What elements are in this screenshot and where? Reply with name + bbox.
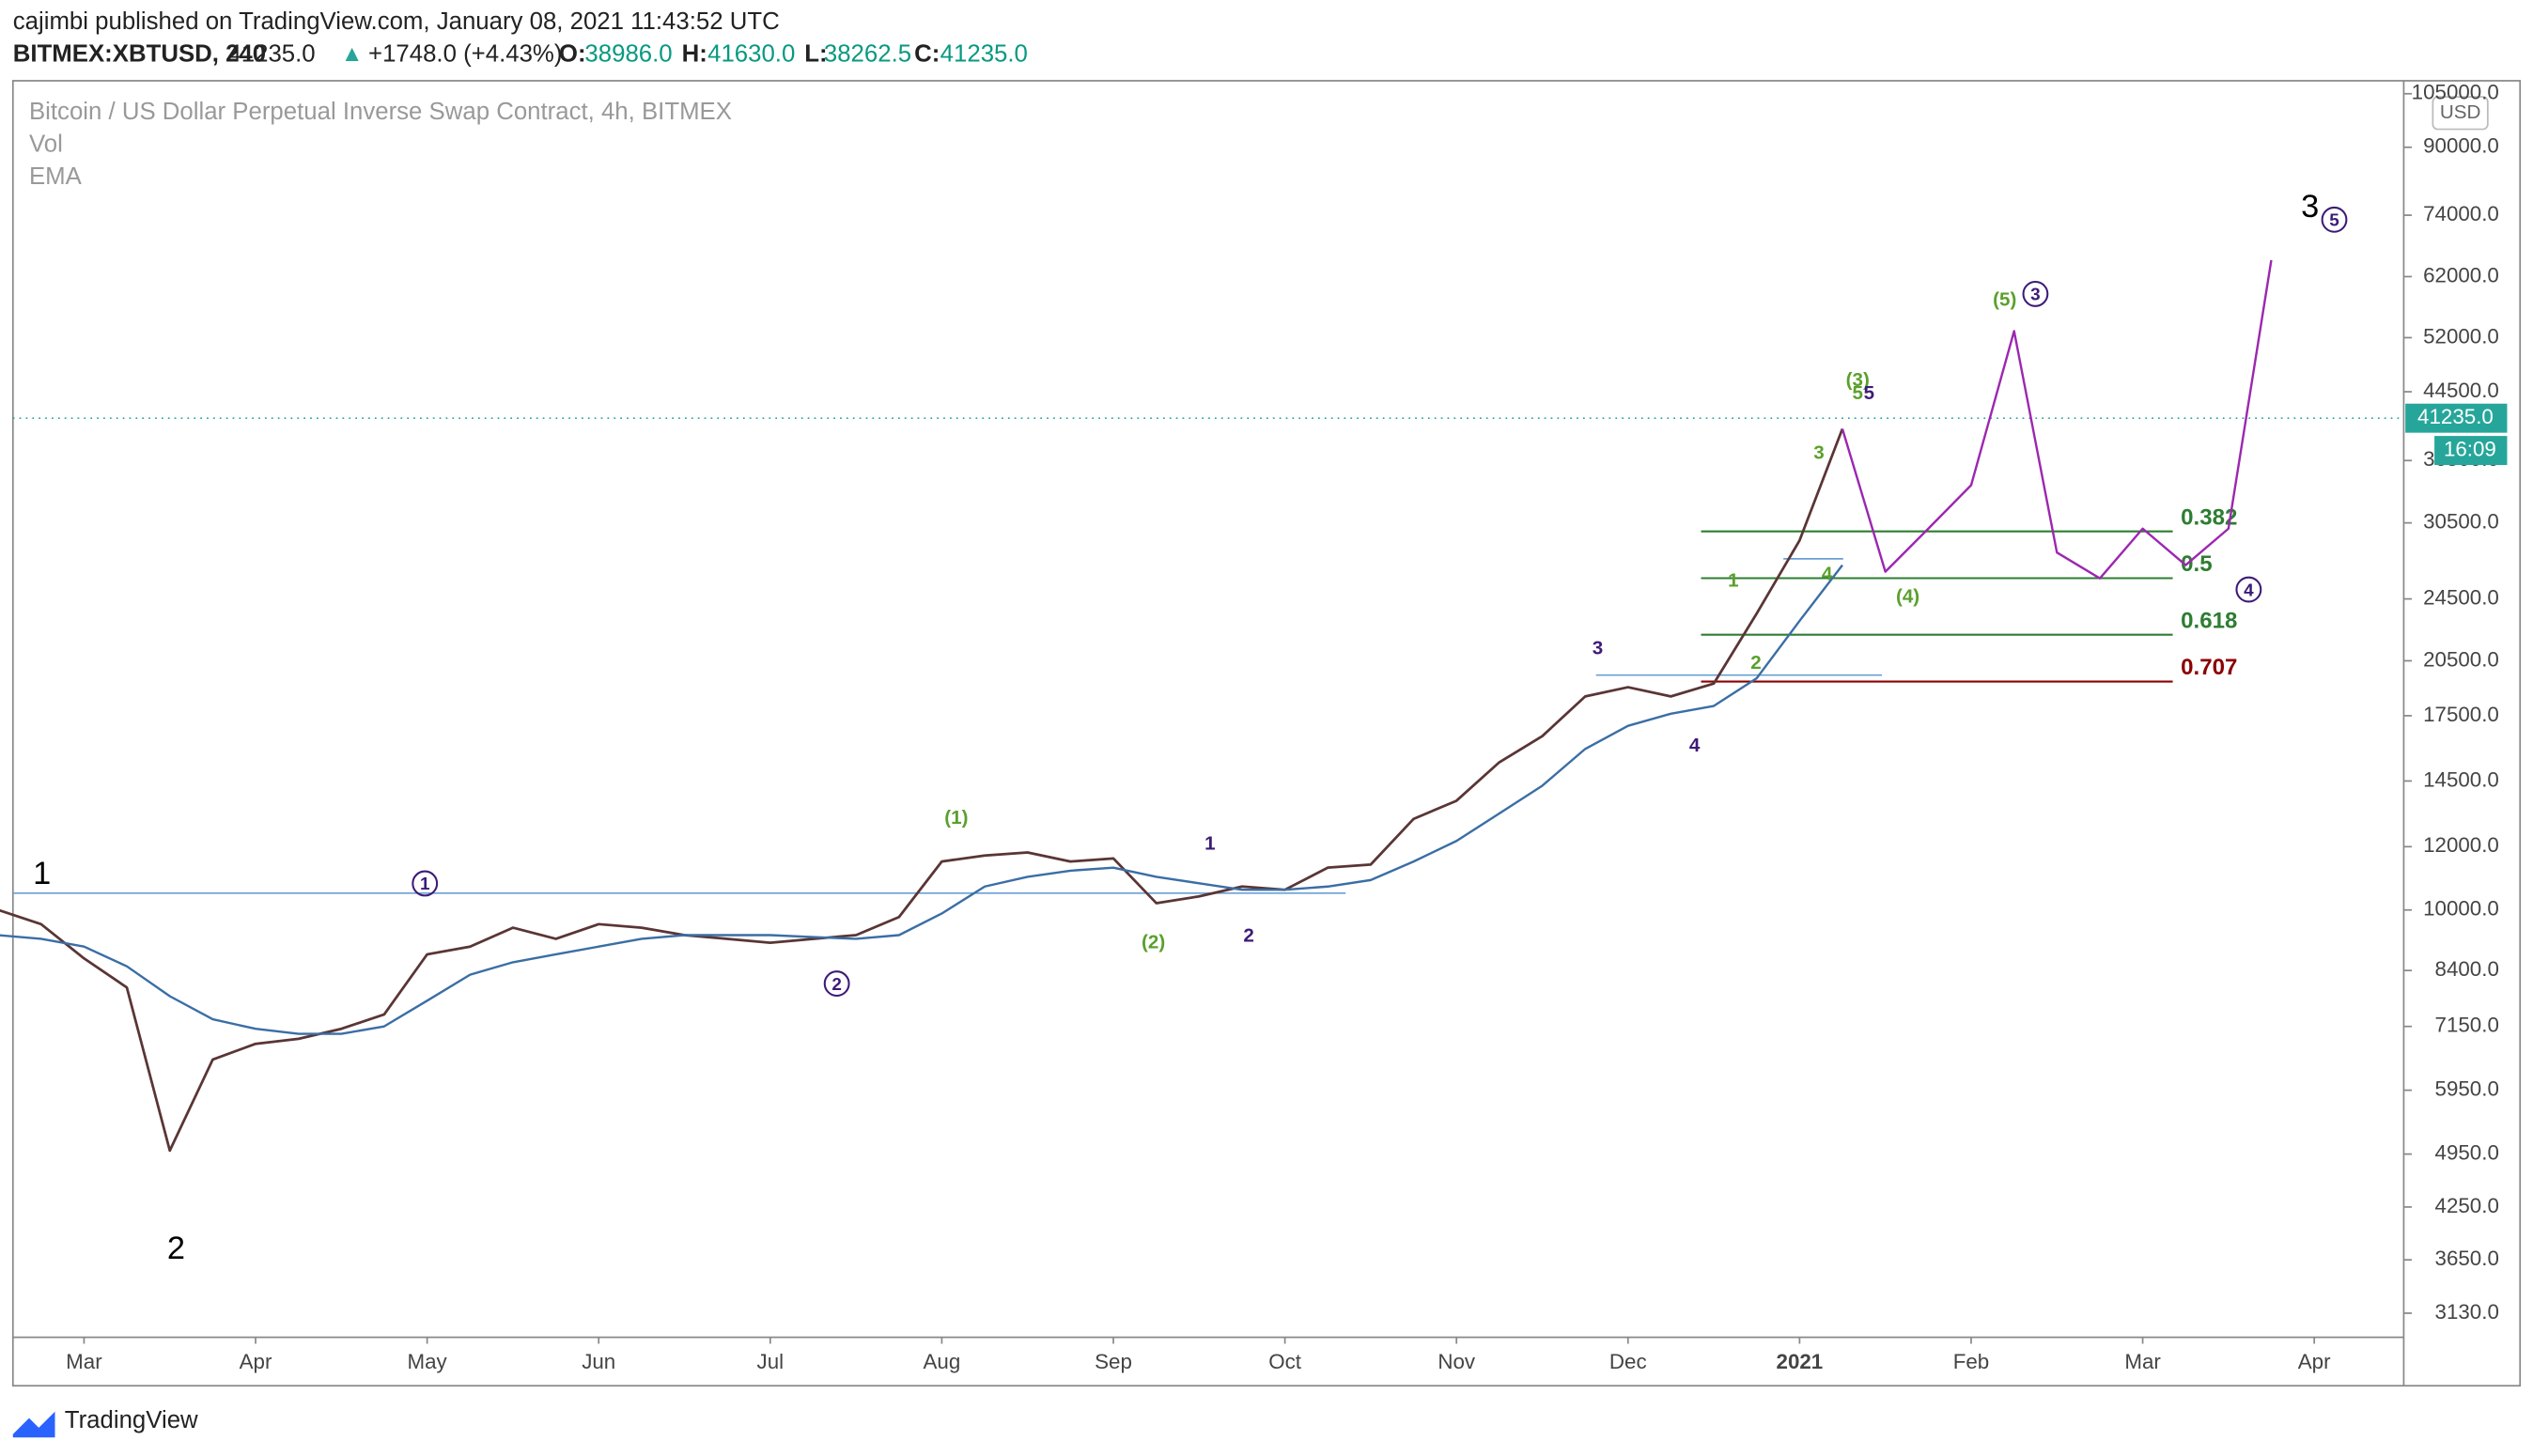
y-tick-label: 30500.0 bbox=[2423, 510, 2499, 534]
y-tick-label: 74000.0 bbox=[2423, 202, 2499, 225]
fib-label: 0.707 bbox=[2181, 655, 2237, 680]
wave-circle bbox=[823, 970, 850, 998]
wave-circle bbox=[2321, 206, 2348, 233]
wave-label: 2 bbox=[1243, 925, 1253, 947]
legend-item: EMA bbox=[29, 163, 83, 190]
x-tick-label: Jul bbox=[757, 1350, 785, 1373]
x-tick-label: Jun bbox=[582, 1350, 615, 1373]
ohlc-value: 38262.5 bbox=[824, 40, 911, 67]
y-tick-label: 90000.0 bbox=[2423, 134, 2499, 158]
wave-label: 1 bbox=[1728, 569, 1738, 591]
wave-label: 3 bbox=[1593, 638, 1603, 659]
brand: TradingView bbox=[65, 1407, 198, 1433]
wave-label: (3) bbox=[1846, 369, 1870, 391]
x-tick-label: Apr bbox=[2298, 1350, 2331, 1373]
countdown: 16:09 bbox=[2444, 437, 2496, 460]
x-tick-label: Oct bbox=[1268, 1350, 1302, 1373]
legend-item: Vol bbox=[29, 132, 63, 158]
last-price-box bbox=[2405, 403, 2508, 433]
x-tick-label: Mar bbox=[2124, 1350, 2161, 1373]
published-line: cajimbi published on TradingView.com, Ja… bbox=[13, 8, 780, 35]
wave-label: 1 bbox=[33, 856, 51, 891]
y-tick-label: 7150.0 bbox=[2435, 1014, 2499, 1037]
y-tick-label: 3130.0 bbox=[2435, 1300, 2499, 1324]
ohlc-value: 41235.0 bbox=[940, 40, 1028, 67]
currency: USD bbox=[2440, 101, 2481, 123]
x-tick-label: Dec bbox=[1609, 1350, 1647, 1373]
x-tick-label: Apr bbox=[240, 1350, 272, 1373]
wave-label: 5 bbox=[1864, 382, 1874, 404]
wave-label: 2 bbox=[1750, 652, 1761, 674]
wave-label: 4 bbox=[1689, 735, 1701, 756]
chart-title: Bitcoin / US Dollar Perpetual Inverse Sw… bbox=[29, 99, 732, 125]
y-tick-label: 14500.0 bbox=[2423, 767, 2499, 791]
brand-logo bbox=[12, 1411, 55, 1438]
y-tick-label: 8400.0 bbox=[2435, 957, 2499, 981]
ohlc-label: H: bbox=[682, 40, 707, 67]
wave-label: (2) bbox=[1142, 932, 1165, 953]
last-price-label: 41235.0 bbox=[2417, 405, 2494, 428]
y-tick-label: 10000.0 bbox=[2423, 897, 2499, 921]
wave-label: 1 bbox=[420, 875, 430, 894]
wave-label: (1) bbox=[944, 807, 968, 829]
change: +1748.0 (+4.43%) bbox=[368, 40, 562, 67]
wave-circle bbox=[2235, 576, 2262, 603]
y-tick-label: 105000.0 bbox=[2412, 81, 2499, 104]
wave-label: 1 bbox=[1204, 833, 1215, 855]
change-arrow: ▲ bbox=[341, 41, 364, 67]
wave-label: 2 bbox=[167, 1231, 185, 1266]
x-tick-label: Feb bbox=[1953, 1350, 1990, 1373]
x-tick-label: Nov bbox=[1437, 1350, 1476, 1373]
fib-label: 0.618 bbox=[2181, 608, 2237, 633]
currency-box bbox=[2432, 96, 2489, 131]
y-tick-label: 24500.0 bbox=[2423, 585, 2499, 609]
frame bbox=[11, 80, 2522, 1387]
wave-label: 3 bbox=[2301, 189, 2319, 225]
wave-label: 4 bbox=[1822, 564, 1833, 585]
y-tick-label: 20500.0 bbox=[2423, 647, 2499, 671]
ohlc-value: 41630.0 bbox=[707, 40, 795, 67]
wave-circle bbox=[2022, 280, 2049, 307]
y-tick-label: 4950.0 bbox=[2435, 1140, 2499, 1164]
series-line bbox=[0, 427, 1844, 1153]
wave-label: 3 bbox=[1813, 442, 1824, 464]
countdown-box bbox=[2434, 436, 2508, 466]
plot: 0.3820.50.6180.70712312345(1)(2)(3)(4)(5… bbox=[0, 189, 2404, 1266]
x-tick-label: Sep bbox=[1095, 1350, 1132, 1373]
ohlc-value: 38986.0 bbox=[584, 40, 672, 67]
wave-circle bbox=[412, 870, 439, 897]
y-tick-label: 4250.0 bbox=[2435, 1194, 2499, 1217]
y-tick-label: 44500.0 bbox=[2423, 379, 2499, 402]
y-tick-label: 52000.0 bbox=[2423, 324, 2499, 348]
symbol: BITMEX:XBTUSD, 240 bbox=[13, 40, 266, 67]
wave-label: 5 bbox=[2329, 211, 2339, 231]
x-tick-label: Mar bbox=[66, 1350, 102, 1373]
y-tick-label: 5950.0 bbox=[2435, 1077, 2499, 1100]
series-line bbox=[1841, 259, 2273, 580]
y-tick-label: 3650.0 bbox=[2435, 1247, 2499, 1270]
x-tick-label: Aug bbox=[924, 1350, 961, 1373]
y-tick-label: 12000.0 bbox=[2423, 833, 2499, 857]
y-tick-label: 17500.0 bbox=[2423, 703, 2499, 726]
ohlc-label: C: bbox=[914, 40, 940, 67]
wave-label: 5 bbox=[1853, 382, 1863, 404]
wave-label: 3 bbox=[2030, 286, 2041, 305]
last: 41235.0 bbox=[227, 40, 315, 67]
series-line bbox=[0, 564, 1843, 1035]
ohlc-label: O: bbox=[559, 40, 586, 67]
x-tick-label: May bbox=[408, 1350, 448, 1373]
x-tick-label: 2021 bbox=[1777, 1350, 1824, 1373]
y-tick-label: 62000.0 bbox=[2423, 263, 2499, 287]
wave-label: 4 bbox=[2244, 581, 2254, 600]
wave-label: (4) bbox=[1896, 586, 1919, 608]
wave-label: (5) bbox=[1993, 288, 2016, 310]
ohlc-label: L: bbox=[804, 40, 827, 67]
wave-label: 2 bbox=[831, 975, 842, 995]
